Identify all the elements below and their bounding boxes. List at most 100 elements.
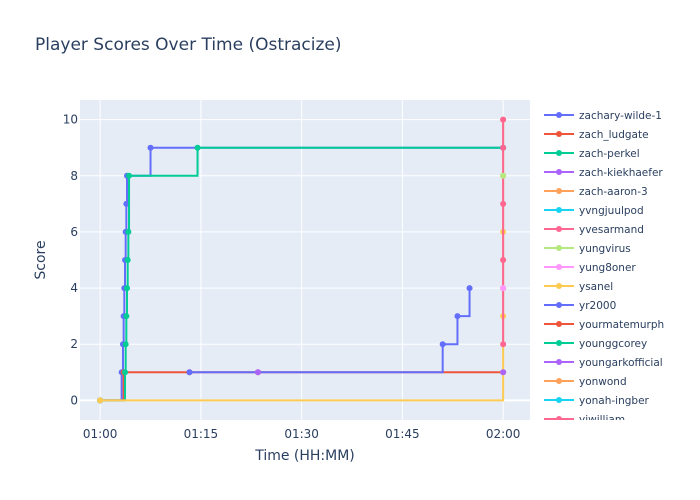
data-point[interactable] <box>123 200 130 207</box>
legend-item[interactable]: yonah-ingber <box>544 395 650 407</box>
data-point[interactable] <box>500 257 507 263</box>
data-point[interactable] <box>500 200 507 207</box>
y-tick-labels: 0 2 4 6 8 10 <box>63 113 78 408</box>
x-tick-label: 01:30 <box>284 427 319 441</box>
series-line <box>189 288 471 374</box>
legend-item[interactable]: yvesarmand <box>544 224 644 236</box>
legend-marker <box>556 321 562 327</box>
legend-marker <box>556 359 562 365</box>
legend-marker <box>556 397 562 403</box>
data-point[interactable] <box>122 341 129 348</box>
data-point[interactable] <box>124 285 131 292</box>
legend-marker <box>556 131 562 137</box>
legend-label: zach_ludgate <box>579 129 649 141</box>
legend-item[interactable]: yonwond <box>544 376 627 388</box>
legend-item[interactable]: yiwilliam <box>544 414 625 426</box>
legend-marker <box>556 302 562 308</box>
y-tick-label: 4 <box>70 281 78 295</box>
y-tick-label: 6 <box>70 225 78 239</box>
legend-label: yung8oner <box>579 262 636 274</box>
legend-marker <box>556 150 562 156</box>
legend-label: youngarkofficial <box>579 357 663 369</box>
legend-item[interactable]: younggcorey <box>544 338 647 350</box>
data-point[interactable] <box>466 285 473 292</box>
data-point[interactable] <box>254 369 261 376</box>
legend-item[interactable]: zach-aaron-3 <box>544 186 648 198</box>
legend-label: yvngjuulpod <box>579 205 644 217</box>
legend-item[interactable]: zach_ludgate <box>544 129 649 141</box>
legend-item[interactable]: youngarkofficial <box>544 357 663 369</box>
y-axis-label: Score <box>33 240 49 279</box>
legend-item[interactable]: zachary-wilde-1 <box>544 110 662 122</box>
legend-label: yr2000 <box>579 300 616 312</box>
legend-marker <box>556 226 562 232</box>
series-extra-0 <box>254 369 507 376</box>
data-point[interactable] <box>439 341 446 348</box>
data-point[interactable] <box>122 369 128 376</box>
legend-item[interactable]: yr2000 <box>544 300 616 312</box>
data-point[interactable] <box>500 116 507 123</box>
legend-label: yvesarmand <box>579 224 644 236</box>
legend-label: zach-perkel <box>579 148 640 160</box>
x-tick-label: 01:45 <box>385 427 420 441</box>
legend-marker <box>556 245 562 251</box>
series-group <box>97 116 507 404</box>
y-tick-label: 0 <box>70 393 78 407</box>
legend-marker <box>556 188 562 194</box>
legend-item[interactable]: yvngjuulpod <box>544 205 644 217</box>
data-point[interactable] <box>126 172 133 179</box>
x-tick-label: 02:00 <box>486 427 521 441</box>
y-tick-label: 10 <box>63 113 78 127</box>
legend-marker <box>556 264 562 270</box>
data-point[interactable] <box>500 369 507 376</box>
data-point[interactable] <box>500 285 507 292</box>
legend-item[interactable]: ysanel <box>544 281 613 293</box>
data-point[interactable] <box>194 144 201 151</box>
y-tick-label: 2 <box>70 337 78 351</box>
data-point[interactable] <box>147 144 154 151</box>
legend-marker <box>556 169 562 175</box>
legend-label: zachary-wilde-1 <box>579 110 662 122</box>
legend-label: yourmatemurph <box>579 319 664 331</box>
legend-marker <box>556 112 562 118</box>
x-tick-labels: 01:00 01:15 01:30 01:45 02:00 <box>83 427 521 441</box>
data-point[interactable] <box>186 369 193 376</box>
legend-item[interactable]: yung8oner <box>544 262 636 274</box>
legend-marker <box>556 416 562 420</box>
legend-label: yonah-ingber <box>579 395 650 407</box>
data-point[interactable] <box>123 313 130 320</box>
legend-label: yonwond <box>579 376 627 388</box>
chart-title: Player Scores Over Time (Ostracize) <box>35 35 342 55</box>
data-point[interactable] <box>454 313 461 320</box>
legend-item[interactable]: zach-kiekhaefer <box>544 167 663 179</box>
x-tick-label: 01:00 <box>83 427 118 441</box>
legend-marker <box>556 340 562 346</box>
legend-marker <box>556 378 562 384</box>
legend-item[interactable]: yungvirus <box>544 243 631 255</box>
series-yr2000 <box>186 285 473 376</box>
x-axis-label: Time (HH:MM) <box>254 448 355 464</box>
data-point[interactable] <box>97 397 104 404</box>
legend-item[interactable]: yourmatemurph <box>544 319 664 331</box>
legend-label: zach-kiekhaefer <box>579 167 663 179</box>
legend-label: younggcorey <box>579 338 647 350</box>
data-point[interactable] <box>125 228 132 235</box>
series-line <box>100 146 504 402</box>
data-point[interactable] <box>500 341 507 348</box>
legend-item[interactable]: zach-perkel <box>544 148 640 160</box>
data-point[interactable] <box>500 144 507 151</box>
data-point[interactable] <box>124 257 131 263</box>
legend-label: ysanel <box>579 281 613 293</box>
legend-marker <box>556 283 562 289</box>
legend[interactable]: zachary-wilde-1 zach_ludgate zach-perkel za… <box>544 110 664 426</box>
legend-marker <box>556 207 562 213</box>
legend-label: zach-aaron-3 <box>579 186 648 198</box>
legend-label: yiwilliam <box>579 414 625 426</box>
x-tick-label: 01:15 <box>184 427 219 441</box>
y-tick-label: 8 <box>70 169 78 183</box>
legend-label: yungvirus <box>579 243 631 255</box>
data-point[interactable] <box>500 172 507 179</box>
plot-area <box>80 100 530 420</box>
series-extra-2 <box>500 285 507 292</box>
